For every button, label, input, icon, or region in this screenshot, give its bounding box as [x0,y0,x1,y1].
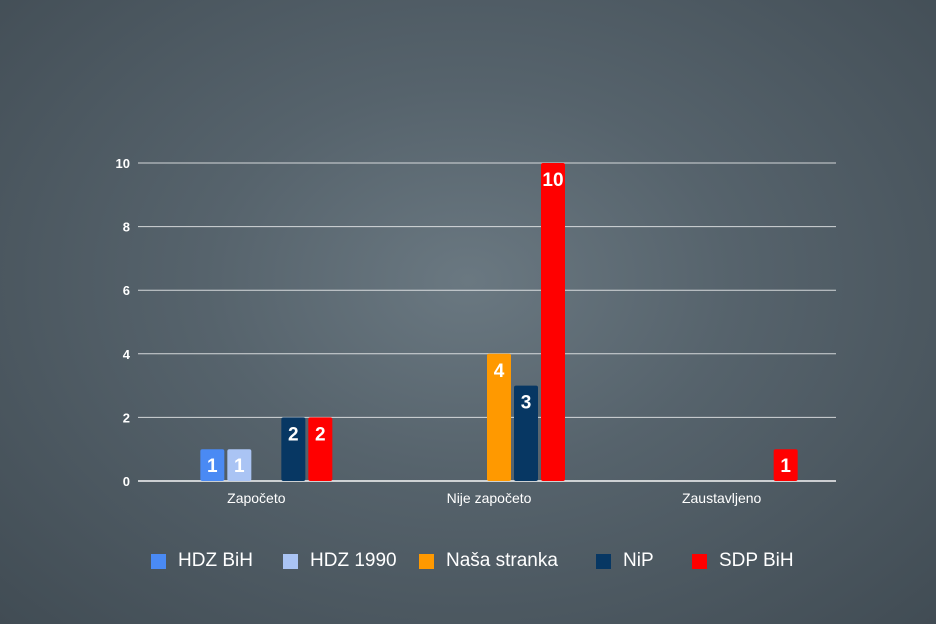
legend-swatch [692,553,707,569]
y-tick-label: 2 [123,410,130,425]
bar [773,449,798,481]
bar [487,353,511,481]
data-label: 3 [521,393,532,414]
bar [541,163,565,481]
y-axis-ticks: 0 2 4 6 8 10 [116,156,131,489]
legend-item: HDZ 1990 [283,548,397,574]
gridlines [138,162,836,482]
bar [281,417,306,481]
legend-label: HDZ 1990 [310,550,397,571]
data-label: 2 [288,424,299,445]
legend-label: HDZ BiH [178,550,253,571]
data-label: 1 [207,456,218,477]
x-category-label: Zaustavljeno [682,490,762,506]
bar [200,449,225,481]
x-category-label: Nije započeto [447,490,532,506]
legend-swatch [419,553,434,569]
legend-label: SDP BiH [719,550,794,571]
data-label: 1 [234,456,245,477]
x-axis-categories: Započeto Nije započeto Zaustavljeno [227,490,761,506]
legend-item: Naša stranka [419,548,558,574]
legend-item: HDZ BiH [151,548,253,574]
legend-swatch [596,553,611,569]
data-label: 10 [542,170,563,191]
y-tick-label: 0 [123,474,130,489]
y-tick-label: 6 [123,283,130,298]
legend: HDZ BiH HDZ 1990 Naša stranka NiP SDP BiH [0,548,936,574]
data-label: 2 [315,424,326,445]
bars [200,163,798,481]
legend-swatch [151,553,166,569]
legend-swatch [283,553,298,569]
data-label: 4 [494,361,505,382]
y-tick-label: 8 [123,220,130,235]
y-tick-label: 10 [116,156,130,171]
legend-label: NiP [623,550,654,571]
legend-label: Naša stranka [446,550,558,571]
bar [227,449,252,481]
legend-item: NiP [596,548,654,574]
bar [308,417,333,481]
legend-item: SDP BiH [692,548,794,574]
x-category-label: Započeto [227,490,286,506]
bar [514,385,538,481]
y-tick-label: 4 [123,347,131,362]
data-label: 1 [780,456,791,477]
